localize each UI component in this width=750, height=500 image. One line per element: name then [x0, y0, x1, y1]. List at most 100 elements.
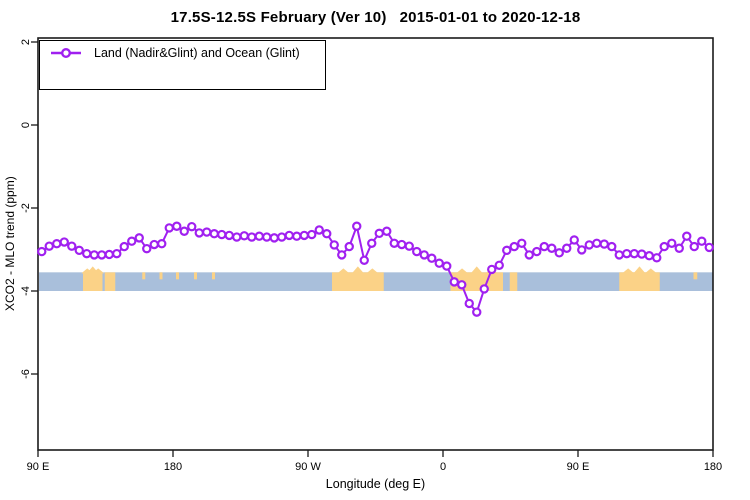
- data-point-marker: [502, 245, 512, 256]
- data-point-marker: [404, 241, 414, 251]
- data-point-marker: [397, 239, 407, 250]
- data-point-marker: [247, 232, 257, 242]
- data-point-marker: [607, 241, 617, 252]
- land-speckle: [212, 272, 215, 280]
- chart-title: 17.5S-12.5S February (Ver 10) 2015-01-01…: [170, 9, 581, 26]
- y-tick-label: -4: [20, 286, 32, 296]
- land-speckle: [194, 272, 197, 280]
- data-point-marker: [419, 250, 429, 260]
- land-peak: [366, 268, 379, 274]
- x-tick-label: 180: [164, 461, 182, 473]
- data-point-marker: [172, 221, 182, 231]
- data-point-marker: [577, 245, 587, 255]
- data-point-marker: [82, 248, 92, 259]
- legend-label: Land (Nadir&Glint) and Ocean (Glint): [94, 46, 300, 60]
- x-tick-label: 180: [704, 461, 722, 473]
- data-point-marker: [52, 238, 62, 249]
- data-point-marker: [599, 239, 609, 249]
- data-point-marker: [487, 264, 497, 275]
- data-point-marker: [329, 240, 339, 250]
- data-point-marker: [344, 241, 354, 252]
- data-point-marker: [134, 233, 144, 243]
- land-peak: [456, 268, 469, 274]
- y-tick-label: 2: [20, 39, 32, 45]
- land-peak: [351, 266, 364, 274]
- data-point-marker: [659, 241, 669, 252]
- data-point-marker: [592, 238, 602, 248]
- data-point-marker: [224, 230, 234, 241]
- data-point-marker: [494, 260, 504, 270]
- data-point-marker: [449, 277, 459, 287]
- land-speckle: [142, 272, 146, 280]
- data-point-marker: [262, 232, 272, 242]
- data-point-marker: [284, 230, 294, 241]
- data-point-marker: [434, 258, 444, 268]
- data-point-marker: [142, 243, 152, 254]
- data-point-marker: [217, 229, 227, 240]
- x-tick-label: 90 E: [27, 461, 50, 473]
- data-point-marker: [629, 248, 639, 259]
- data-point-marker: [202, 227, 212, 237]
- legend-entry: Land (Nadir&Glint) and Ocean (Glint): [40, 41, 325, 60]
- data-point-marker: [569, 235, 579, 245]
- y-tick-label: -2: [20, 203, 32, 213]
- land-peak: [470, 266, 483, 274]
- data-point-marker: [179, 226, 189, 236]
- plot-border: [37, 37, 714, 451]
- data-point-marker: [554, 248, 564, 258]
- land-segment: [332, 272, 384, 291]
- data-point-marker: [119, 241, 129, 252]
- data-point-marker: [524, 250, 534, 260]
- data-point-marker: [187, 221, 197, 232]
- land-segment: [619, 272, 660, 291]
- data-point-marker: [547, 243, 557, 253]
- data-point-marker: [584, 240, 594, 250]
- data-point-marker: [637, 249, 647, 259]
- land-peak: [633, 266, 646, 274]
- data-point-marker: [127, 236, 137, 246]
- data-point-marker: [389, 238, 399, 248]
- data-point-marker: [89, 250, 99, 260]
- data-point-marker: [472, 307, 482, 317]
- data-point-marker: [157, 238, 167, 249]
- data-point-marker: [254, 231, 264, 241]
- data-point-marker: [74, 245, 84, 256]
- data-point-marker: [562, 243, 572, 253]
- data-point-marker: [374, 228, 384, 239]
- data-point-marker: [382, 226, 392, 236]
- data-point-marker: [322, 229, 332, 239]
- data-point-marker: [442, 261, 452, 271]
- land-speckle: [176, 272, 179, 280]
- data-point-marker: [209, 229, 219, 239]
- data-point-marker: [314, 225, 324, 235]
- data-point-marker: [307, 229, 317, 240]
- land-speckle: [693, 272, 698, 280]
- y-tick-label: 0: [20, 122, 32, 128]
- data-point-marker: [277, 232, 287, 242]
- x-tick-label: 90 W: [295, 461, 321, 473]
- data-point-marker: [644, 251, 654, 261]
- land-peak: [644, 268, 657, 274]
- x-tick-label: 90 E: [567, 461, 590, 473]
- land-speckle: [159, 272, 163, 280]
- data-point-marker: [682, 231, 692, 241]
- data-point-marker: [292, 231, 302, 241]
- data-point-marker: [164, 223, 174, 233]
- x-tick-label: 0: [440, 461, 446, 473]
- land-segment: [104, 272, 116, 291]
- land-peak: [337, 268, 350, 274]
- data-point-marker: [517, 238, 527, 248]
- land-segment: [509, 272, 518, 291]
- data-point-marker: [232, 232, 242, 242]
- data-point-marker: [239, 231, 249, 241]
- data-point-marker: [667, 238, 677, 248]
- x-axis-title: Longitude (deg E): [325, 477, 426, 491]
- land-peak: [622, 268, 635, 274]
- data-point-marker: [367, 238, 377, 248]
- data-point-marker: [622, 248, 632, 259]
- legend-box: Land (Nadir&Glint) and Ocean (Glint): [39, 40, 326, 90]
- data-point-marker: [652, 253, 662, 263]
- data-point-marker: [457, 280, 467, 290]
